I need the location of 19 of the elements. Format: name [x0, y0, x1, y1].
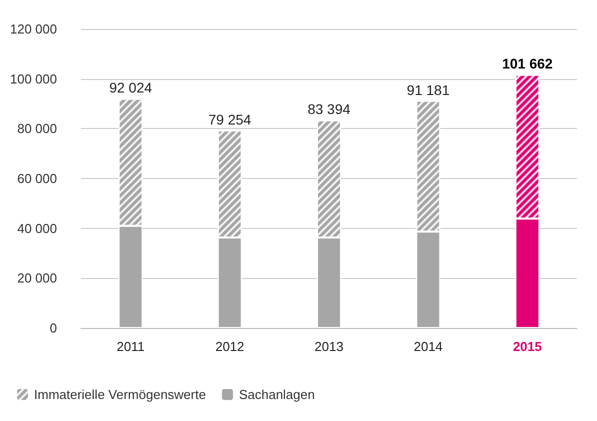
y-tick-label: 100 000 — [10, 71, 57, 86]
x-tick-label: 2011 — [116, 339, 145, 354]
y-tick-label: 0 — [50, 320, 57, 336]
y-tick-label: 80 000 — [17, 121, 57, 136]
x-tick-label: 2012 — [215, 339, 244, 354]
x-tick-label: 2013 — [314, 339, 344, 354]
legend-label: Immaterielle Vermögenswerte — [34, 387, 206, 402]
y-tick-label: 120 000 — [10, 22, 57, 36]
x-tick-label: 2014 — [414, 339, 443, 354]
total-label: 92 024 — [109, 80, 152, 96]
total-label: 91 181 — [406, 82, 450, 98]
total-label: 101 662 — [502, 56, 553, 72]
y-tick-label: 40 000 — [17, 220, 57, 236]
total-label: 83 394 — [308, 101, 351, 118]
legend-label: Sachanlagen — [238, 387, 315, 402]
y-tick-label: 60 000 — [17, 171, 57, 186]
x-tick-label: 2015 — [512, 339, 542, 354]
total-label: 79 254 — [208, 112, 252, 128]
y-tick-label: 20 000 — [17, 270, 57, 286]
